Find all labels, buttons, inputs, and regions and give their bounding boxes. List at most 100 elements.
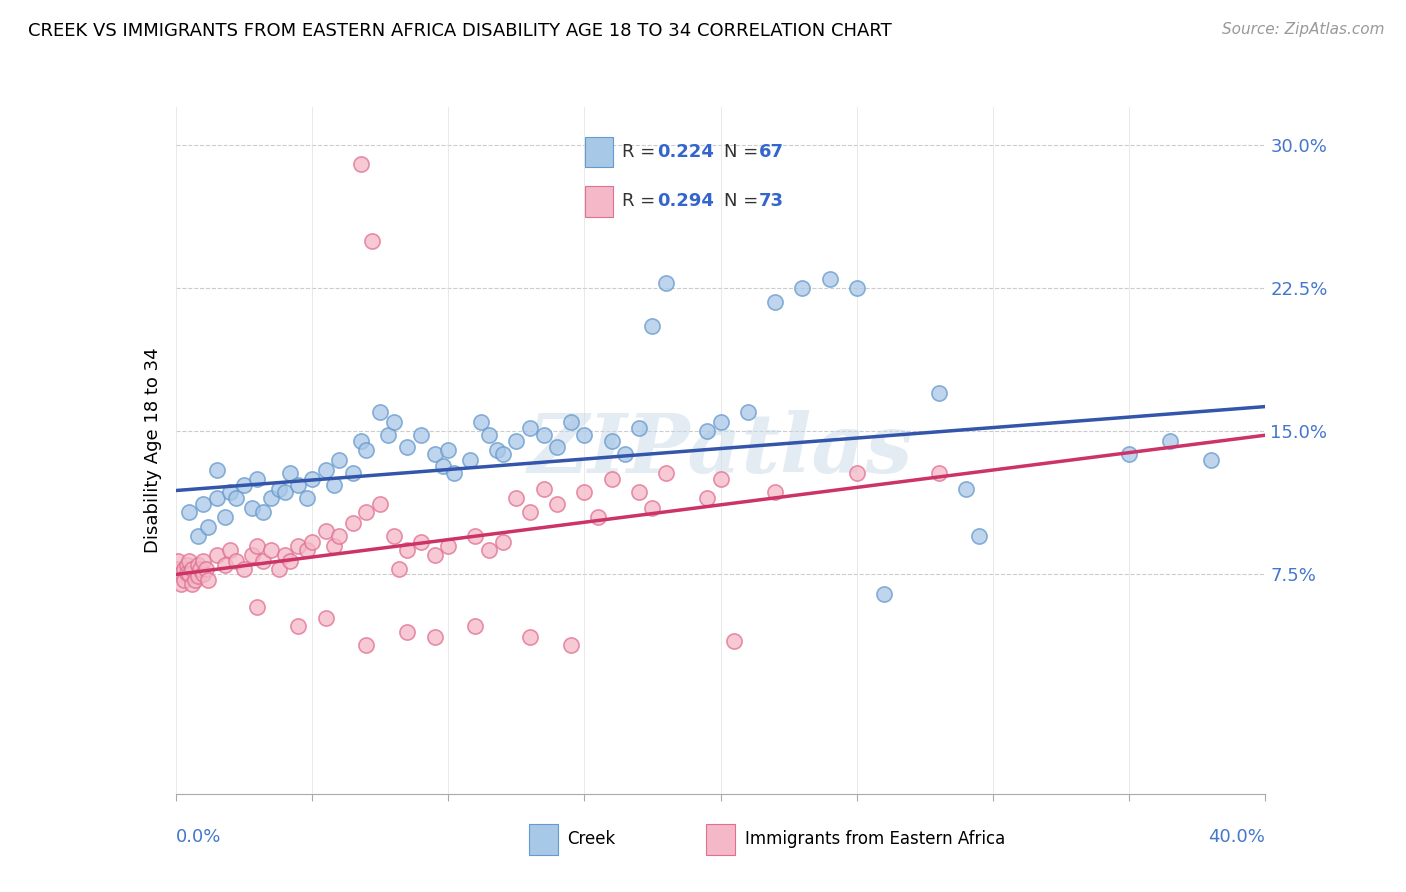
Point xyxy=(763,485,786,500)
Point xyxy=(574,485,596,500)
Point xyxy=(232,478,254,492)
Point xyxy=(240,500,263,515)
Point xyxy=(176,566,198,580)
Point xyxy=(1118,447,1140,461)
Point xyxy=(519,504,541,518)
Point xyxy=(191,497,214,511)
Point xyxy=(533,482,555,496)
Point xyxy=(1199,453,1222,467)
Point xyxy=(301,472,323,486)
Point xyxy=(492,447,515,461)
Point xyxy=(252,554,274,568)
Point xyxy=(315,462,337,476)
Point xyxy=(167,554,190,568)
Point xyxy=(763,294,786,309)
Point xyxy=(437,443,460,458)
Point xyxy=(546,497,568,511)
Point xyxy=(194,562,217,576)
Point xyxy=(478,428,501,442)
Point xyxy=(432,458,454,473)
Point xyxy=(368,497,391,511)
Point xyxy=(179,567,201,582)
Point xyxy=(505,491,527,505)
Point xyxy=(928,386,950,401)
Point xyxy=(409,535,432,549)
Point xyxy=(382,529,405,543)
Point xyxy=(219,485,242,500)
Point xyxy=(464,529,486,543)
Point xyxy=(710,472,733,486)
Point xyxy=(260,491,283,505)
Point xyxy=(246,539,269,553)
Point xyxy=(478,542,501,557)
Point xyxy=(723,634,745,648)
Point xyxy=(396,542,419,557)
Point xyxy=(232,562,254,576)
Point xyxy=(342,467,364,481)
Point xyxy=(360,234,382,248)
Point xyxy=(1159,434,1181,448)
Point xyxy=(423,631,446,645)
Point xyxy=(322,478,344,492)
Point xyxy=(342,516,364,530)
Point xyxy=(696,425,718,439)
Point xyxy=(287,619,309,633)
Point xyxy=(928,467,950,481)
Point xyxy=(600,472,623,486)
Point xyxy=(181,577,204,591)
Point xyxy=(170,567,193,582)
Point xyxy=(382,415,405,429)
Text: ZIPatlas: ZIPatlas xyxy=(527,410,914,491)
Text: 40.0%: 40.0% xyxy=(1209,828,1265,847)
Point xyxy=(205,549,228,563)
Point xyxy=(655,276,678,290)
Point xyxy=(505,434,527,448)
Point xyxy=(792,281,814,295)
Point xyxy=(955,482,977,496)
Point xyxy=(533,428,555,442)
Point xyxy=(274,485,297,500)
Point xyxy=(519,631,541,645)
Point xyxy=(710,415,733,429)
Point xyxy=(458,453,481,467)
Point xyxy=(350,157,373,171)
Y-axis label: Disability Age 18 to 34: Disability Age 18 to 34 xyxy=(143,348,162,553)
Point xyxy=(315,524,337,538)
Point xyxy=(328,453,350,467)
Point xyxy=(641,319,664,334)
Point xyxy=(301,535,323,549)
Point xyxy=(197,573,219,587)
Point xyxy=(214,510,236,524)
Point xyxy=(197,520,219,534)
Point xyxy=(287,478,309,492)
Point xyxy=(641,500,664,515)
Text: CREEK VS IMMIGRANTS FROM EASTERN AFRICA DISABILITY AGE 18 TO 34 CORRELATION CHAR: CREEK VS IMMIGRANTS FROM EASTERN AFRICA … xyxy=(28,22,891,40)
Text: Source: ZipAtlas.com: Source: ZipAtlas.com xyxy=(1222,22,1385,37)
Point xyxy=(179,554,201,568)
Point xyxy=(409,428,432,442)
Point xyxy=(179,504,201,518)
Point xyxy=(295,491,318,505)
Point xyxy=(214,558,236,572)
Point xyxy=(627,420,650,434)
Point xyxy=(655,467,678,481)
Point xyxy=(240,549,263,563)
Point xyxy=(423,549,446,563)
Point xyxy=(219,542,242,557)
Point xyxy=(246,599,269,614)
Point xyxy=(246,472,269,486)
Point xyxy=(396,440,419,454)
Point xyxy=(486,443,509,458)
Point xyxy=(600,434,623,448)
Point xyxy=(356,504,378,518)
Point xyxy=(269,482,291,496)
Point xyxy=(470,415,492,429)
Point xyxy=(696,491,718,505)
Point xyxy=(328,529,350,543)
Point xyxy=(845,467,868,481)
Point xyxy=(519,420,541,434)
Point xyxy=(356,638,378,652)
Point xyxy=(188,562,211,576)
Point xyxy=(574,428,596,442)
Point xyxy=(627,485,650,500)
